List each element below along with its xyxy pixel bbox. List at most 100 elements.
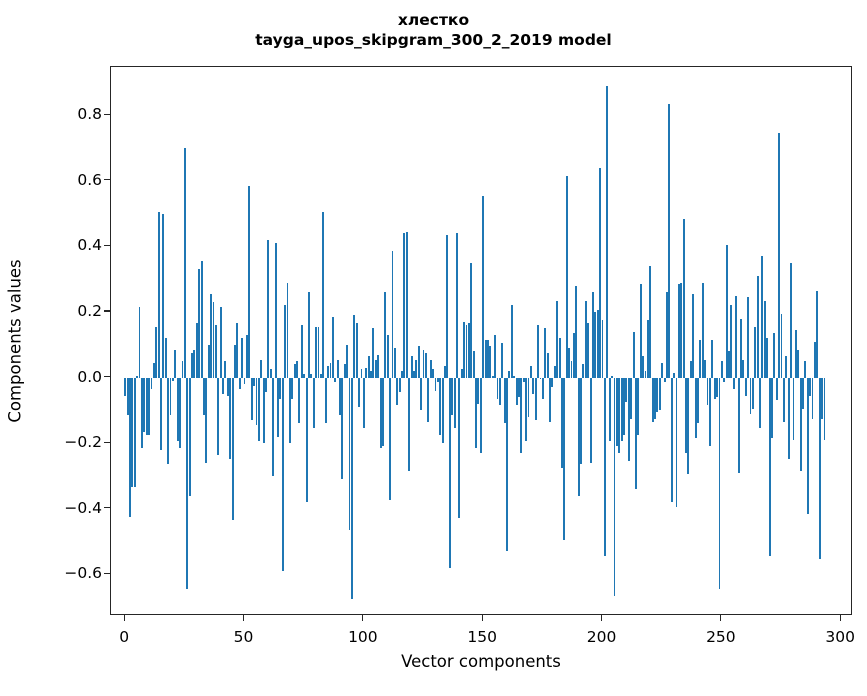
bar xyxy=(639,284,642,378)
bar xyxy=(718,377,721,589)
bar xyxy=(713,377,716,399)
bar xyxy=(506,377,508,552)
bar xyxy=(250,377,253,421)
bar xyxy=(448,377,451,568)
bar xyxy=(637,377,640,435)
bar xyxy=(561,377,563,468)
bar xyxy=(613,377,616,596)
y-tick-label: −0.4 xyxy=(64,498,102,517)
bar xyxy=(191,352,193,378)
bar xyxy=(529,366,532,378)
bar xyxy=(377,354,380,378)
bar xyxy=(766,338,769,378)
bar xyxy=(704,359,707,378)
y-tick-mark xyxy=(104,179,110,181)
bar xyxy=(444,366,446,378)
bar xyxy=(396,377,399,406)
bar xyxy=(496,377,499,399)
bar xyxy=(260,359,263,378)
bar xyxy=(241,338,244,378)
bar xyxy=(265,377,267,393)
bar xyxy=(771,377,773,439)
bar xyxy=(179,377,182,449)
bar xyxy=(238,377,241,390)
bar xyxy=(446,234,449,378)
bar xyxy=(575,285,578,378)
bar xyxy=(706,377,709,406)
bar xyxy=(382,377,384,447)
bar xyxy=(782,377,785,422)
bar xyxy=(226,377,229,396)
bar xyxy=(439,377,442,435)
x-tick-mark xyxy=(123,615,125,621)
bar xyxy=(642,356,645,378)
bar xyxy=(677,284,680,378)
bar xyxy=(625,377,628,403)
bar xyxy=(346,344,349,378)
x-tick-label: 150 xyxy=(467,628,497,646)
bar xyxy=(152,362,155,378)
chart-title: хлестко tayga_upos_skipgram_300_2_2019 m… xyxy=(0,10,867,50)
bar xyxy=(644,371,647,378)
bar xyxy=(520,377,523,453)
bar xyxy=(298,377,301,424)
bar xyxy=(334,377,337,383)
bar xyxy=(692,293,695,378)
bar xyxy=(608,377,611,442)
bar xyxy=(350,377,353,599)
bar xyxy=(262,377,265,444)
bar xyxy=(243,377,246,385)
bar xyxy=(589,377,592,463)
bar xyxy=(685,377,687,453)
bar xyxy=(720,361,723,378)
bar xyxy=(668,103,671,378)
bar xyxy=(284,305,287,378)
bar xyxy=(580,377,582,465)
bar xyxy=(756,275,759,378)
x-tick-mark xyxy=(839,615,841,621)
bar xyxy=(348,377,351,530)
bar xyxy=(599,167,602,378)
bar xyxy=(167,377,170,465)
bar xyxy=(195,323,198,378)
bar xyxy=(823,377,826,440)
bar xyxy=(811,377,814,419)
bar xyxy=(353,315,356,378)
bar xyxy=(806,377,809,514)
bar xyxy=(477,377,480,404)
bar xyxy=(725,244,728,378)
bar xyxy=(200,261,203,378)
bar xyxy=(606,85,609,378)
bar xyxy=(632,331,635,378)
y-tick-mark xyxy=(104,507,110,509)
bar xyxy=(434,377,437,391)
bar xyxy=(198,269,201,378)
bar xyxy=(343,364,346,378)
y-tick-label: −0.2 xyxy=(64,433,102,452)
bar xyxy=(288,377,291,444)
bar xyxy=(732,377,735,390)
bar xyxy=(577,377,580,496)
bar xyxy=(749,377,752,414)
bar xyxy=(759,377,761,429)
bar xyxy=(479,377,482,453)
bar xyxy=(281,377,284,571)
bar xyxy=(236,323,239,378)
bar xyxy=(723,377,726,383)
bar xyxy=(487,339,489,378)
bar xyxy=(374,359,377,378)
bar xyxy=(813,341,816,378)
bar xyxy=(169,377,172,416)
bar xyxy=(403,233,406,378)
bar xyxy=(393,348,396,378)
x-axis-label: Vector components xyxy=(401,652,561,671)
bar xyxy=(556,300,559,378)
bar xyxy=(451,377,454,416)
bar xyxy=(255,377,258,426)
bar xyxy=(744,377,747,396)
bar xyxy=(697,377,699,424)
bar xyxy=(427,377,430,422)
y-tick-label: 0.8 xyxy=(77,105,102,124)
bar xyxy=(324,377,327,424)
bar xyxy=(658,377,661,411)
